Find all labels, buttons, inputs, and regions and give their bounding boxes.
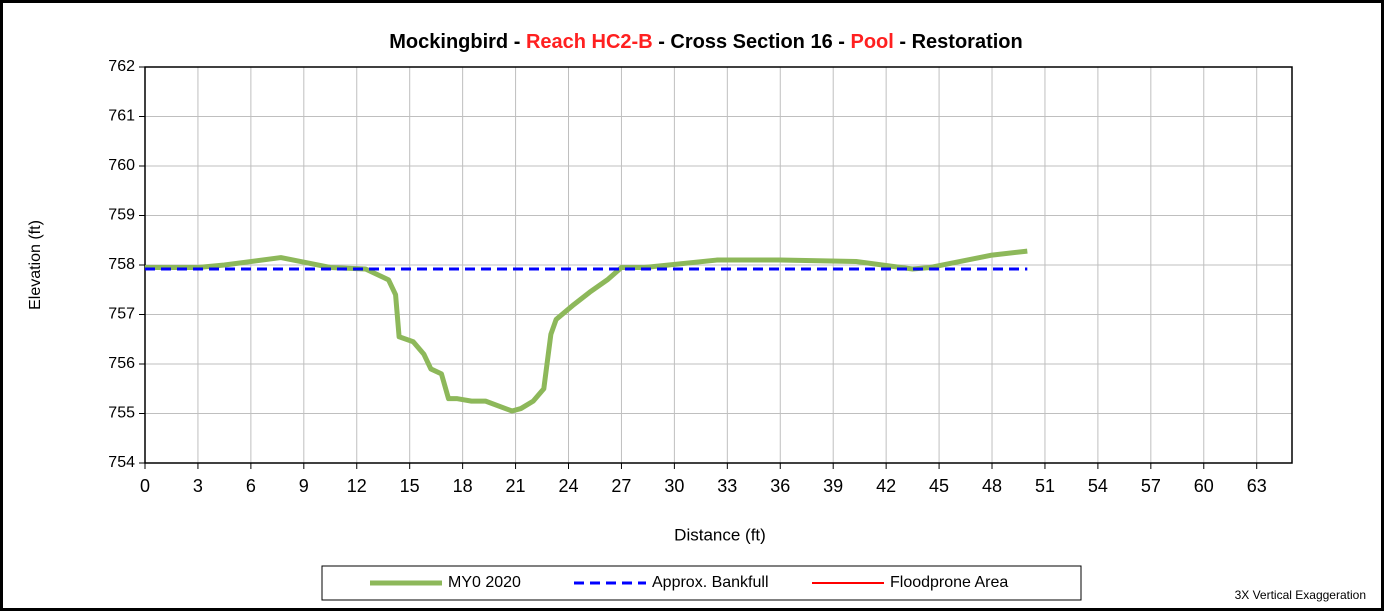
x-tick-label: 33 xyxy=(717,476,737,496)
x-tick-label: 48 xyxy=(982,476,1002,496)
y-tick-label: 754 xyxy=(108,454,135,471)
chart-title: Mockingbird - Reach HC2-B - Cross Sectio… xyxy=(389,31,1022,53)
series-line xyxy=(145,248,1028,414)
x-tick-label: 42 xyxy=(876,476,896,496)
title-part: Pool xyxy=(850,31,893,53)
y-tick-label: 761 xyxy=(108,108,135,125)
y-tick-label: 755 xyxy=(108,405,135,422)
x-tick-label: 15 xyxy=(400,476,420,496)
y-tick-label: 762 xyxy=(108,58,135,75)
annotation: 3X Vertical Exaggeration xyxy=(1235,588,1366,602)
legend-label: MY0 2020 xyxy=(448,574,521,591)
legend-label: Floodprone Area xyxy=(890,574,1008,591)
x-tick-label: 57 xyxy=(1141,476,1161,496)
y-tick-label: 758 xyxy=(108,256,135,273)
x-tick-label: 30 xyxy=(664,476,684,496)
x-tick-label: 39 xyxy=(823,476,843,496)
x-tick-label: 60 xyxy=(1194,476,1214,496)
title-part: Reach HC2-B xyxy=(526,31,653,53)
y-tick-label: 759 xyxy=(108,207,135,224)
x-tick-label: 18 xyxy=(453,476,473,496)
x-tick-label: 36 xyxy=(770,476,790,496)
title-part: - Cross Section 16 - xyxy=(653,31,851,53)
x-tick-label: 0 xyxy=(140,476,150,496)
x-tick-label: 6 xyxy=(246,476,256,496)
y-tick-label: 757 xyxy=(108,306,135,323)
x-tick-label: 63 xyxy=(1247,476,1267,496)
legend-label: Approx. Bankfull xyxy=(652,574,769,591)
title-part: Mockingbird - xyxy=(389,31,526,53)
legend xyxy=(321,565,1082,601)
x-tick-label: 21 xyxy=(506,476,526,496)
y-tick-label: 756 xyxy=(108,355,135,372)
x-tick-label: 12 xyxy=(347,476,367,496)
x-tick-label: 51 xyxy=(1035,476,1055,496)
y-axis-label: Elevation (ft) xyxy=(27,220,44,310)
x-tick-label: 45 xyxy=(929,476,949,496)
x-tick-label: 9 xyxy=(299,476,309,496)
y-tick-label: 760 xyxy=(108,157,135,174)
x-tick-label: 54 xyxy=(1088,476,1108,496)
title-part: - Restoration xyxy=(894,31,1023,53)
x-axis-label: Distance (ft) xyxy=(674,525,766,544)
x-tick-label: 24 xyxy=(558,476,578,496)
x-tick-label: 27 xyxy=(611,476,631,496)
x-tick-label: 3 xyxy=(193,476,203,496)
